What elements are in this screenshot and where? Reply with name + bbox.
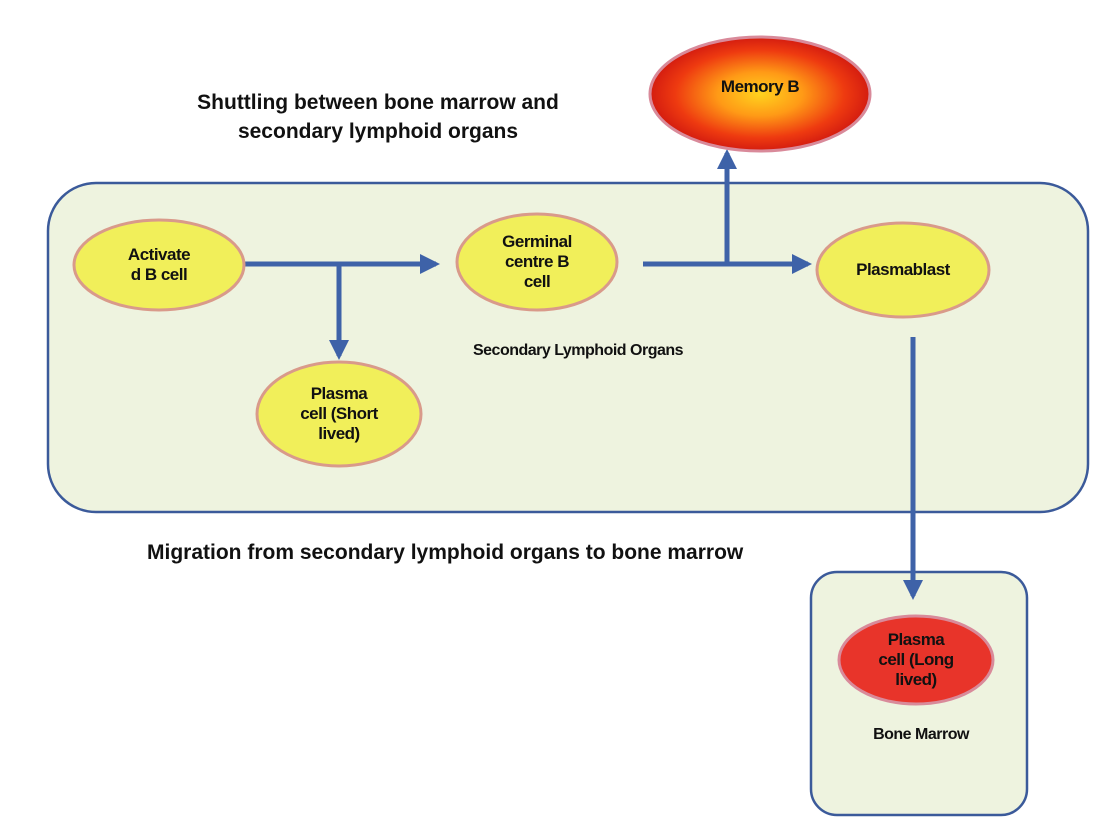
node-label-memory-b: Memory B: [720, 76, 800, 96]
caption-migration: Migration from secondary lymphoid organs…: [147, 540, 744, 564]
node-germinal-centre-b-cell: [455, 212, 619, 312]
node-plasma-cell-long-lived: [837, 614, 995, 706]
node-label-plasmablast: Plasmablast: [856, 259, 950, 279]
node-memory-b: [648, 35, 872, 153]
caption-shuttling: Shuttling between bone marrow and second…: [197, 90, 559, 143]
node-activated-b-cell: [72, 218, 246, 312]
region-label-secondary-lymphoid-organs: Secondary Lymphoid Organs: [472, 341, 684, 359]
node-plasma-cell-short-lived: [255, 360, 423, 468]
node-label-activated-b-cell: Activate d B cell: [127, 244, 191, 284]
node-plasmablast: [815, 221, 991, 319]
node-label-germinal-centre-b-cell: Germinal centre B cell: [502, 231, 572, 292]
node-label-plasma-cell-short-lived: Plasma cell (Short lived): [300, 383, 378, 444]
region-label-bone-marrow: Bone Marrow: [873, 725, 969, 743]
node-label-plasma-cell-long-lived: Plasma cell (Long lived): [878, 629, 954, 690]
